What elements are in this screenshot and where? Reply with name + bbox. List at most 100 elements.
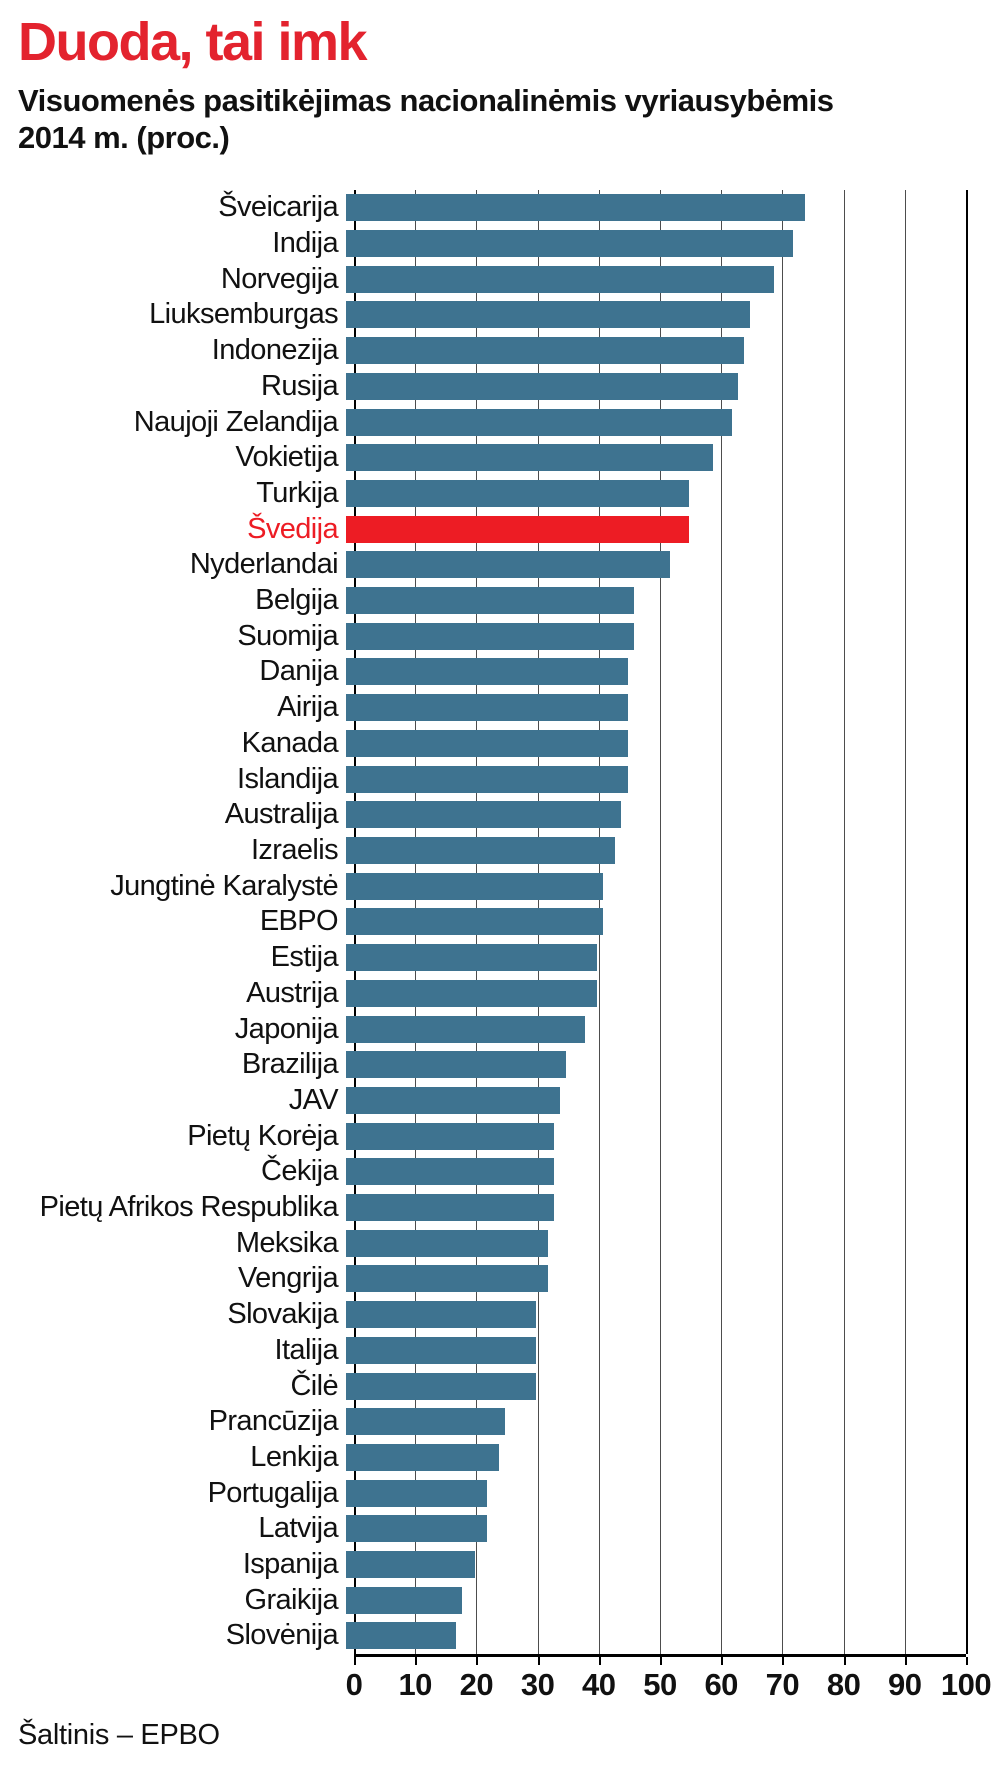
bar-label: Austrija: [246, 976, 339, 1009]
axis-tick-label: 90: [888, 1666, 922, 1702]
bar: [346, 587, 634, 615]
chart-row: Naujoji Zelandija: [0, 404, 1000, 440]
bar-label: Brazilija: [241, 1048, 339, 1081]
bar-track: [346, 1194, 958, 1222]
axis-tick: [660, 1656, 662, 1665]
bar-label: Portugalija: [207, 1476, 339, 1509]
bar: [346, 1194, 555, 1222]
chart-row: Norvegija: [0, 261, 1000, 297]
chart-row: Portugalija: [0, 1475, 1000, 1511]
bar: [346, 1086, 561, 1114]
axis-tick-label: 80: [826, 1666, 861, 1702]
bar-track: [346, 1622, 958, 1650]
bar-track: [346, 658, 958, 686]
axis-tick-label: 40: [582, 1666, 616, 1702]
bar-label: Slovėnija: [225, 1619, 339, 1652]
chart-row: Jungtinė Karalystė: [0, 868, 1000, 904]
bar-label: Prancūzija: [208, 1405, 339, 1438]
bar-label: Meksika: [235, 1226, 339, 1259]
bar: [346, 1015, 585, 1043]
axis-tick: [843, 1656, 846, 1665]
x-axis-line: [354, 1653, 966, 1657]
chart-header: Duoda, tai imk Visuomenės pasitikėjimas …: [0, 0, 1000, 156]
axis-tick-label: 60: [704, 1666, 738, 1702]
bar-track: [346, 1515, 958, 1543]
bar-label: Slovakija: [227, 1298, 338, 1331]
source-note: Šaltinis – EPBO: [18, 1718, 220, 1751]
bar-track: [346, 1443, 958, 1471]
bar-track: [346, 622, 958, 650]
chart-row: Islandija: [0, 761, 1000, 797]
bar-label: Pietų Korėja: [187, 1119, 338, 1152]
axis-tick-label: 50: [643, 1666, 677, 1702]
bar-track: [346, 551, 958, 579]
chart-row: Indonezija: [0, 333, 1000, 369]
bar-track: [346, 230, 958, 258]
bar-label: Lenkija: [250, 1440, 338, 1473]
chart-row: Rusija: [0, 369, 1000, 405]
chart-row: Pietų Korėja: [0, 1118, 1000, 1154]
chart-row: Suomija: [0, 618, 1000, 654]
bar-track: [346, 979, 958, 1007]
gridline: [966, 190, 968, 1654]
chart-row: Slovakija: [0, 1297, 1000, 1333]
bar: [346, 1229, 548, 1257]
bar-track: [346, 408, 958, 436]
chart-subtitle-line1: Visuomenės pasitikėjimas nacionalinėmis …: [18, 83, 834, 118]
bar-label: Liuksemburgas: [149, 298, 338, 331]
bar: [346, 1443, 499, 1471]
bar-label: Vokietija: [235, 441, 338, 474]
chart-row: Meksika: [0, 1225, 1000, 1261]
axis-tick: [782, 1656, 785, 1665]
bar-label: Vengrija: [238, 1262, 339, 1295]
gridline: [721, 190, 723, 1654]
bar: [346, 1158, 555, 1186]
gridline: [904, 190, 906, 1654]
chart-row: Indija: [0, 226, 1000, 262]
bar: [346, 194, 805, 222]
axis-tick: [537, 1656, 540, 1665]
bar-track: [346, 1158, 958, 1186]
highlighted-bar: [346, 515, 689, 543]
bar-track: [346, 444, 958, 472]
chart-row: Izraelis: [0, 833, 1000, 869]
bar-label: Suomija: [237, 619, 338, 652]
bar-track: [346, 729, 958, 757]
bar: [346, 1372, 536, 1400]
chart-row: Liuksemburgas: [0, 297, 1000, 333]
bar: [346, 265, 775, 293]
chart-row: Lenkija: [0, 1440, 1000, 1476]
x-axis-ticks: [354, 1656, 968, 1665]
axis-tick-label: 70: [765, 1666, 800, 1702]
bar-label: Izraelis: [250, 834, 339, 866]
bar-label: EBPO: [259, 905, 339, 938]
axis-tick: [966, 1656, 968, 1665]
bar-track: [346, 515, 958, 543]
bar-track: [346, 1586, 958, 1614]
axis-tick: [415, 1656, 418, 1665]
bar: [346, 765, 628, 793]
bar: [346, 944, 597, 972]
chart-row: Šveicarija: [0, 190, 1000, 226]
bar-label: Pietų Afrikos Respublika: [39, 1191, 339, 1224]
bar: [346, 1515, 487, 1543]
bar-label: Kanada: [241, 726, 339, 759]
axis-tick-label: 100: [940, 1666, 992, 1702]
bar-label: Ispanija: [242, 1548, 339, 1581]
bar-track: [346, 1301, 958, 1329]
axis-tick: [598, 1656, 601, 1665]
bar: [346, 1051, 567, 1079]
bar-track: [346, 1408, 958, 1436]
chart-row: JAV: [0, 1083, 1000, 1119]
bar: [346, 230, 793, 258]
chart-row: Vengrija: [0, 1261, 1000, 1297]
bar: [346, 1265, 548, 1293]
bar-chart: Šveicarija Indija Norvegija Liuksemburgas In…: [0, 190, 1000, 1703]
bar-label: Šveicarija: [218, 191, 338, 224]
bar-track: [346, 1122, 958, 1150]
bar-label: Airija: [277, 691, 338, 724]
bar: [346, 872, 604, 900]
bar: [346, 444, 714, 472]
bar-label: Islandija: [237, 762, 339, 795]
bar-track: [346, 194, 958, 222]
